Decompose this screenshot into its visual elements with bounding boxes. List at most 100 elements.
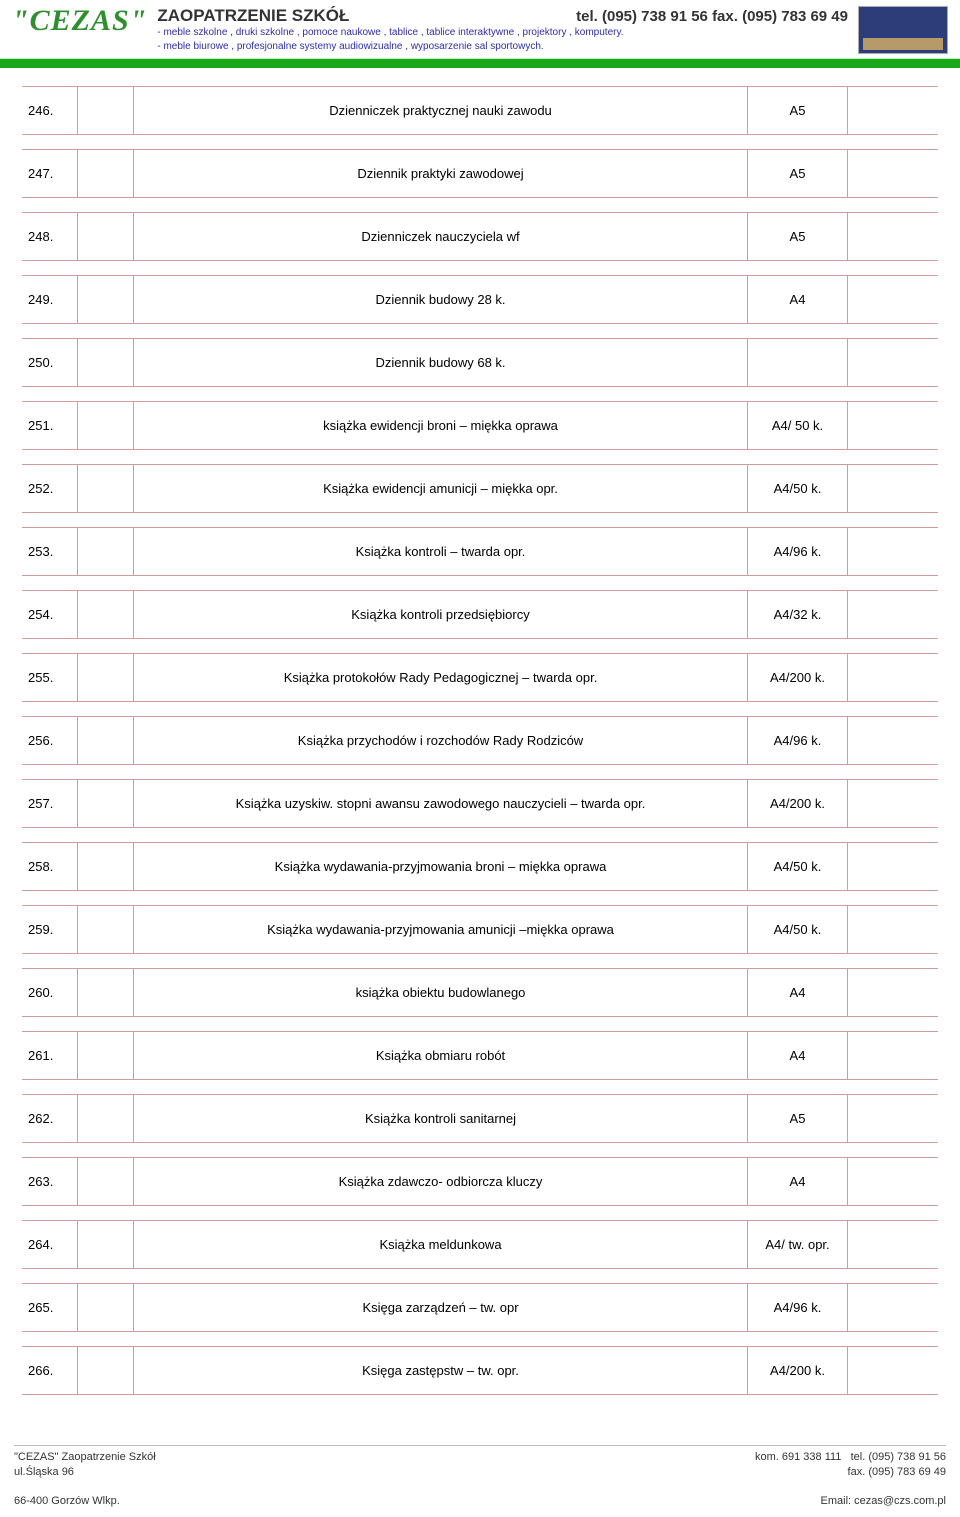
row-gap xyxy=(78,1157,134,1206)
row-format: A4/32 k. xyxy=(748,590,848,639)
product-row: 257. Książka uzyskiw. stopni awansu zawo… xyxy=(22,779,938,828)
product-row: 248. Dzienniczek nauczyciela wfA5 xyxy=(22,212,938,261)
row-end xyxy=(848,716,938,765)
row-format: A4/ tw. opr. xyxy=(748,1220,848,1269)
header-contact: tel. (095) 738 91 56 fax. (095) 783 69 4… xyxy=(576,8,848,25)
row-gap xyxy=(78,338,134,387)
row-gap xyxy=(78,464,134,513)
product-row: 249. Dziennik budowy 28 k.A4 xyxy=(22,275,938,324)
row-gap xyxy=(78,1094,134,1143)
row-gap xyxy=(78,653,134,702)
row-description: Dziennik praktyki zawodowej xyxy=(134,149,748,198)
product-row: 260. książka obiektu budowlanegoA4 xyxy=(22,968,938,1017)
product-row: 265. Księga zarządzeń – tw. oprA4/96 k. xyxy=(22,1283,938,1332)
row-format: A4/50 k. xyxy=(748,905,848,954)
product-row: 255. Książka protokołów Rady Pedagogiczn… xyxy=(22,653,938,702)
row-format: A4 xyxy=(748,1157,848,1206)
row-gap xyxy=(78,212,134,261)
row-gap xyxy=(78,401,134,450)
product-row: 264. Książka meldunkowaA4/ tw. opr. xyxy=(22,1220,938,1269)
row-end xyxy=(848,212,938,261)
row-gap xyxy=(78,149,134,198)
row-end xyxy=(848,1094,938,1143)
row-description: Książka ewidencji amunicji – miękka opr. xyxy=(134,464,748,513)
logo-text: "CEZAS" xyxy=(12,6,157,54)
row-end xyxy=(848,968,938,1017)
footer-email: Email: cezas@czs.com.pl xyxy=(821,1495,946,1507)
row-end xyxy=(848,590,938,639)
product-row: 259. Książka wydawania-przyjmowania amun… xyxy=(22,905,938,954)
product-row: 252. Książka ewidencji amunicji – miękka… xyxy=(22,464,938,513)
row-number: 262. xyxy=(22,1094,78,1143)
row-number: 255. xyxy=(22,653,78,702)
row-description: Dziennik budowy 28 k. xyxy=(134,275,748,324)
row-number: 251. xyxy=(22,401,78,450)
row-description: Książka obmiaru robót xyxy=(134,1031,748,1080)
row-number: 252. xyxy=(22,464,78,513)
row-number: 256. xyxy=(22,716,78,765)
product-row: 262. Książka kontroli sanitarnejA5 xyxy=(22,1094,938,1143)
row-gap xyxy=(78,779,134,828)
row-number: 253. xyxy=(22,527,78,576)
content-area: 246. Dzienniczek praktycznej nauki zawod… xyxy=(0,86,960,1439)
row-format: A4/96 k. xyxy=(748,716,848,765)
row-format: A4/50 k. xyxy=(748,842,848,891)
header-subline-2: - meble biurowe , profesjonalne systemy … xyxy=(157,40,848,54)
row-number: 248. xyxy=(22,212,78,261)
row-gap xyxy=(78,275,134,324)
row-end xyxy=(848,401,938,450)
row-format: A5 xyxy=(748,149,848,198)
row-format: A4/ 50 k. xyxy=(748,401,848,450)
row-gap xyxy=(78,1031,134,1080)
row-gap xyxy=(78,716,134,765)
footer-company: "CEZAS" Zaopatrzenie Szkół xyxy=(14,1450,156,1465)
row-description: Książka meldunkowa xyxy=(134,1220,748,1269)
row-end xyxy=(848,464,938,513)
row-format: A4/200 k. xyxy=(748,1346,848,1395)
row-end xyxy=(848,86,938,135)
row-description: Książka kontroli przedsiębiorcy xyxy=(134,590,748,639)
row-end xyxy=(848,905,938,954)
row-description: Książka uzyskiw. stopni awansu zawodoweg… xyxy=(134,779,748,828)
row-end xyxy=(848,338,938,387)
row-description: Książka protokołów Rady Pedagogicznej – … xyxy=(134,653,748,702)
row-description: Dziennik budowy 68 k. xyxy=(134,338,748,387)
row-description: Książka kontroli sanitarnej xyxy=(134,1094,748,1143)
row-description: Dzienniczek praktycznej nauki zawodu xyxy=(134,86,748,135)
row-number: 259. xyxy=(22,905,78,954)
header-center: ZAOPATRZENIE SZKÓŁ tel. (095) 738 91 56 … xyxy=(157,6,848,54)
row-number: 254. xyxy=(22,590,78,639)
header-title: ZAOPATRZENIE SZKÓŁ xyxy=(157,6,349,26)
row-description: Książka wydawania-przyjmowania broni – m… xyxy=(134,842,748,891)
row-end xyxy=(848,842,938,891)
product-row: 246. Dzienniczek praktycznej nauki zawod… xyxy=(22,86,938,135)
row-description: Księga zastępstw – tw. opr. xyxy=(134,1346,748,1395)
row-number: 246. xyxy=(22,86,78,135)
row-number: 266. xyxy=(22,1346,78,1395)
row-gap xyxy=(78,590,134,639)
row-gap xyxy=(78,842,134,891)
product-row: 250. Dziennik budowy 68 k. xyxy=(22,338,938,387)
row-gap xyxy=(78,527,134,576)
row-description: książka ewidencji broni – miękka oprawa xyxy=(134,401,748,450)
row-description: Książka przychodów i rozchodów Rady Rodz… xyxy=(134,716,748,765)
footer-fax: fax. (095) 783 69 49 xyxy=(755,1465,946,1480)
product-row: 251. książka ewidencji broni – miękka op… xyxy=(22,401,938,450)
row-end xyxy=(848,1157,938,1206)
row-gap xyxy=(78,1220,134,1269)
product-row: 254. Książka kontroli przedsiębiorcyA4/3… xyxy=(22,590,938,639)
row-number: 261. xyxy=(22,1031,78,1080)
row-format: A5 xyxy=(748,86,848,135)
row-description: Książka wydawania-przyjmowania amunicji … xyxy=(134,905,748,954)
row-end xyxy=(848,779,938,828)
row-number: 263. xyxy=(22,1157,78,1206)
row-format xyxy=(748,338,848,387)
product-row: 266. Księga zastępstw – tw. opr.A4/200 k… xyxy=(22,1346,938,1395)
row-end xyxy=(848,527,938,576)
footer-kom: kom. 691 338 111 xyxy=(755,1451,841,1463)
row-gap xyxy=(78,86,134,135)
row-description: Księga zarządzeń – tw. opr xyxy=(134,1283,748,1332)
row-format: A4/96 k. xyxy=(748,1283,848,1332)
header-subline-1: - meble szkolne , druki szkolne , pomoce… xyxy=(157,26,848,40)
row-gap xyxy=(78,968,134,1017)
